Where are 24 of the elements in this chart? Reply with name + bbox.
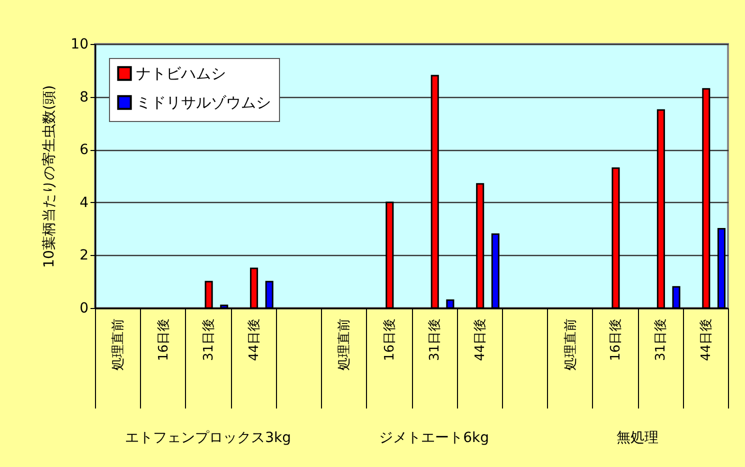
text: 無処理 xyxy=(616,430,659,446)
x-tick-label: 31日後 xyxy=(428,318,443,362)
x-tick-label: 16日後 xyxy=(156,318,172,362)
x-tick-label: 44日後 xyxy=(472,318,488,362)
y-tick-label: 0 xyxy=(80,300,88,316)
x-tick-label: 処理直前 xyxy=(337,318,352,370)
x-tick-label: 処理直前 xyxy=(111,318,126,370)
x-tick-label: 16日後 xyxy=(608,318,624,362)
legend-label: ミドリサルゾウムシ xyxy=(136,94,271,112)
y-tick-label: 6 xyxy=(80,142,89,158)
x-tick-label: 44日後 xyxy=(698,318,714,362)
x-tick-label: 44日後 xyxy=(246,318,262,362)
y-axis-title: 10葉柄当たりの寄生虫数(頭) xyxy=(42,85,58,268)
y-tick-label: 4 xyxy=(80,194,89,211)
x-tick-label: 31日後 xyxy=(202,318,217,362)
text: エトフェンプロックス3kg xyxy=(125,430,291,446)
text: ジメトエート6kg xyxy=(379,430,490,446)
x-tick-label: 31日後 xyxy=(654,318,669,362)
y-tick-label: 10 xyxy=(70,36,88,52)
legend-label: ナトビハムシ xyxy=(136,64,226,82)
x-tick-label: 16日後 xyxy=(382,318,398,362)
x-tick-label: 処理直前 xyxy=(563,318,578,370)
y-tick-label: 2 xyxy=(80,248,88,264)
y-tick-label: 8 xyxy=(80,89,88,106)
